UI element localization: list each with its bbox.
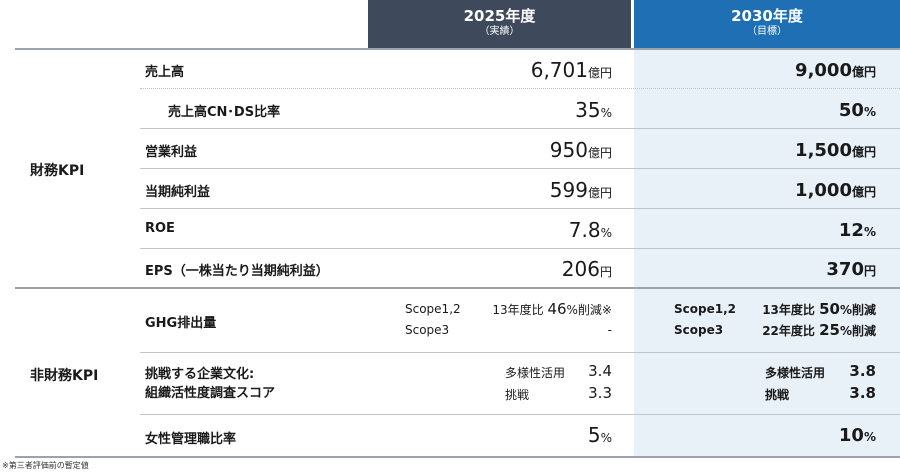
culture-2030-diversity-value: 3.8 bbox=[849, 362, 876, 380]
culture-2025-diversity-value: 3.4 bbox=[588, 362, 612, 380]
value-2025-operating-profit: 950億円 bbox=[549, 138, 612, 162]
ghg-2025-scope3-value: - bbox=[607, 323, 612, 337]
ghg-2030-scope3-value: 22年度比 25%削減 bbox=[762, 321, 876, 339]
ghg-2030-scope12-value: 13年度比 50%削減 bbox=[762, 300, 876, 318]
footnote: ※第三者評価前の暫定値 bbox=[2, 461, 89, 470]
value-2025-net-income: 599億円 bbox=[549, 178, 612, 202]
culture-2025-challenge-value: 3.3 bbox=[588, 384, 612, 402]
row-divider bbox=[140, 168, 900, 169]
row-label-cn-ds-ratio: 売上高CN･DS比率 bbox=[168, 105, 281, 120]
ghg-2025-scope3-label: Scope3 bbox=[405, 323, 450, 337]
row-label-culture-line2: 組織活性度調査スコア bbox=[145, 386, 276, 401]
ghg-2025-scope12-label: Scope1,2 bbox=[405, 302, 461, 316]
row-label-sales: 売上高 bbox=[145, 65, 185, 80]
value-2025-eps: 206円 bbox=[561, 257, 612, 281]
group-nonfinancial-kpi: 非財務KPI bbox=[30, 368, 99, 384]
column-header-2025: 2025年度 （実績） bbox=[368, 0, 631, 48]
culture-2025-challenge-label: 挑戦 bbox=[505, 388, 530, 402]
culture-2030-challenge-value: 3.8 bbox=[849, 384, 876, 402]
row-label-women-managers: 女性管理職比率 bbox=[145, 432, 237, 447]
column-header-2025-subtitle: （実績） bbox=[479, 26, 520, 37]
value-2030-sales: 9,000億円 bbox=[795, 60, 876, 81]
table-bottom-rule bbox=[15, 456, 900, 458]
value-2030-cn-ds-ratio: 50% bbox=[838, 100, 876, 121]
column-header-2025-title: 2025年度 bbox=[463, 7, 536, 25]
value-2030-roe: 12% bbox=[838, 220, 876, 241]
culture-2025-diversity-label: 多様性活用 bbox=[505, 366, 566, 380]
column-header-2030-title: 2030年度 bbox=[731, 7, 803, 25]
group-financial-kpi: 財務KPI bbox=[30, 163, 85, 179]
row-divider bbox=[140, 248, 900, 249]
value-2025-women-managers: 5% bbox=[587, 423, 612, 447]
row-divider bbox=[140, 414, 900, 415]
row-label-net-income: 当期純利益 bbox=[145, 185, 211, 200]
culture-2030-diversity-label: 多様性活用 bbox=[765, 366, 826, 380]
value-2025-cn-ds-ratio: 35% bbox=[575, 98, 612, 122]
row-label-ghg: GHG排出量 bbox=[145, 316, 217, 331]
value-2030-women-managers: 10% bbox=[838, 425, 876, 446]
ghg-2025-scope12-value: 13年度比 46%削減※ bbox=[492, 300, 612, 318]
row-divider bbox=[140, 128, 900, 129]
group-divider bbox=[15, 287, 900, 289]
value-2030-operating-profit: 1,500億円 bbox=[795, 140, 876, 161]
row-label-roe: ROE bbox=[145, 221, 175, 236]
row-label-eps: EPS（一株当たり当期純利益） bbox=[145, 264, 329, 279]
column-header-2030-subtitle: （目標） bbox=[747, 26, 787, 37]
culture-2030-challenge-label: 挑戦 bbox=[765, 388, 790, 402]
ghg-2030-scope3-label: Scope3 bbox=[674, 323, 724, 337]
value-2030-eps: 370円 bbox=[826, 259, 876, 280]
value-2030-net-income: 1,000億円 bbox=[795, 180, 876, 201]
column-header-2030: 2030年度 （目標） bbox=[634, 0, 900, 48]
value-2025-roe: 7.8% bbox=[568, 218, 612, 242]
target-column-background bbox=[634, 48, 900, 458]
row-label-operating-profit: 営業利益 bbox=[145, 145, 198, 160]
row-divider bbox=[140, 352, 900, 353]
row-divider bbox=[140, 88, 900, 89]
row-divider bbox=[140, 208, 900, 209]
table-top-rule bbox=[15, 48, 900, 50]
row-label-culture-line1: 挑戦する企業文化: bbox=[145, 367, 255, 382]
value-2025-sales: 6,701億円 bbox=[530, 58, 612, 82]
ghg-2030-scope12-label: Scope1,2 bbox=[674, 302, 736, 316]
